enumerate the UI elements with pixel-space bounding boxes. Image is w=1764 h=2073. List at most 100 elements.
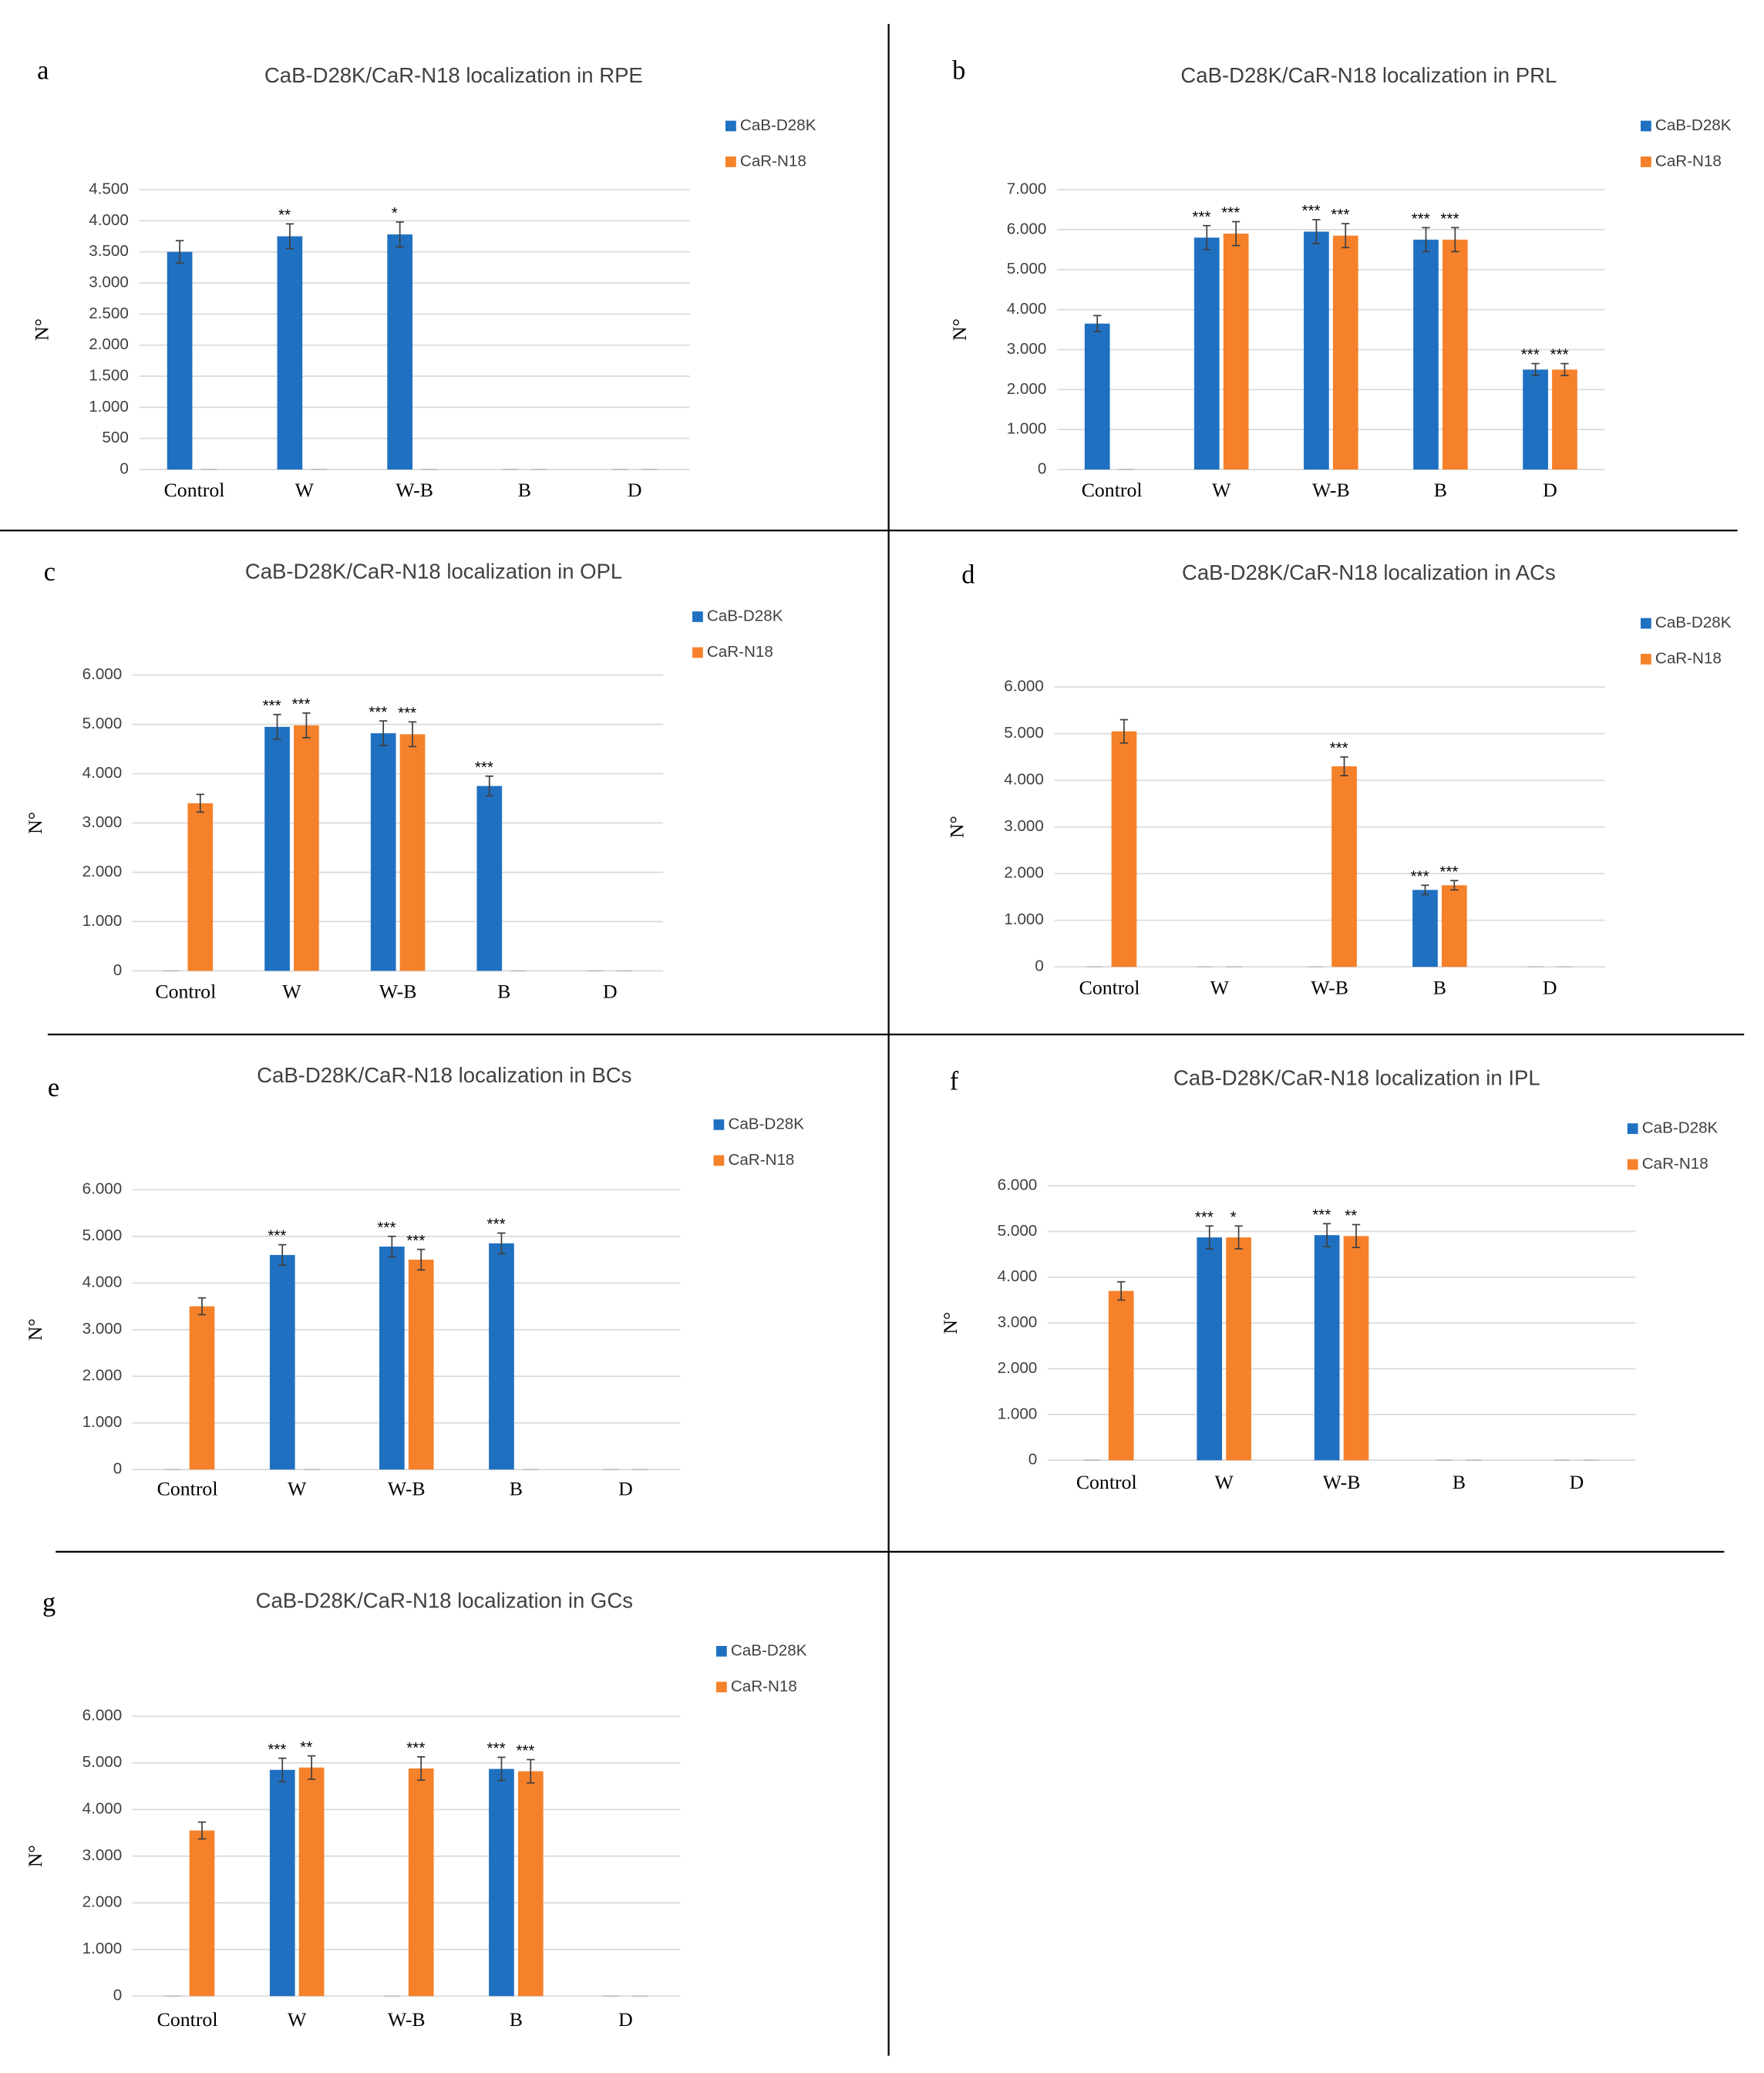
- y-tick-label: 4.000: [82, 764, 123, 782]
- y-tick-label: 5.000: [82, 715, 123, 732]
- significance: ***: [1330, 739, 1348, 757]
- significance: ***: [1221, 204, 1240, 222]
- x-tick-label: W-B: [379, 981, 417, 1003]
- y-tick-label: 0: [113, 961, 122, 979]
- y-tick-label: 2.000: [82, 1893, 123, 1911]
- y-tick-label: 5.000: [998, 1222, 1038, 1240]
- legend-label: CaB-D28K: [707, 607, 783, 624]
- x-tick-label: W: [1210, 976, 1230, 998]
- x-tick-label: W: [288, 2008, 307, 2031]
- x-tick-label: D: [1543, 479, 1557, 501]
- chart-title: CaB-D28K/CaR-N18 localization in ACs: [1182, 560, 1556, 584]
- bar: [1332, 235, 1358, 470]
- x-tick-label: Control: [1079, 976, 1140, 998]
- legend-label: CaR-N18: [707, 643, 773, 661]
- bar: [269, 1769, 295, 1997]
- significance: ***: [1301, 202, 1320, 220]
- bar: [1084, 323, 1110, 470]
- legend-label: CaB-D28K: [1655, 116, 1732, 134]
- bar: [1343, 1236, 1369, 1461]
- x-tick-label: Control: [164, 479, 225, 501]
- x-tick-label: D: [628, 479, 642, 501]
- x-tick-label: B: [510, 2008, 523, 2031]
- chart-title: CaB-D28K/CaR-N18 localization in PRL: [1180, 63, 1557, 87]
- legend-label: CaB-D28K: [1655, 614, 1732, 631]
- legend-swatch: [1641, 618, 1651, 629]
- y-axis-label: N°: [24, 1318, 46, 1341]
- y-tick-label: 0: [120, 459, 128, 477]
- y-tick-label: 7.000: [1007, 180, 1047, 197]
- bar: [370, 733, 396, 971]
- x-tick-label: D: [618, 1478, 633, 1500]
- bar: [187, 803, 214, 971]
- panel-letter: e: [48, 1073, 59, 1102]
- y-tick-label: 3.000: [82, 1320, 123, 1338]
- significance: ***: [487, 1740, 506, 1758]
- x-tick-label: Control: [157, 2008, 218, 2031]
- y-tick-label: 6.000: [82, 1180, 123, 1198]
- y-tick-label: 4.000: [998, 1267, 1038, 1285]
- y-tick-label: 1.000: [82, 1940, 123, 1957]
- x-tick-label: Control: [155, 981, 216, 1003]
- y-tick-label: 5.000: [1004, 724, 1044, 742]
- significance: ***: [1521, 346, 1540, 364]
- legend-swatch: [713, 1119, 725, 1130]
- y-tick-label: 4.000: [1004, 771, 1044, 789]
- legend-label: CaB-D28K: [728, 1115, 804, 1132]
- y-axis-label: N°: [948, 318, 971, 341]
- x-tick-label: Control: [1076, 1471, 1137, 1493]
- legend-label: CaR-N18: [740, 152, 806, 170]
- y-axis-label: N°: [24, 1845, 46, 1867]
- bar: [408, 1768, 434, 1997]
- y-tick-label: 6.000: [1007, 220, 1047, 237]
- x-tick-label: W: [288, 1478, 307, 1500]
- x-tick-label: D: [603, 981, 618, 1003]
- legend-label: CaB-D28K: [731, 1641, 807, 1659]
- x-tick-label: Control: [157, 1478, 218, 1500]
- bar: [1223, 234, 1249, 470]
- significance: ***: [1550, 346, 1569, 364]
- y-tick-label: 0: [113, 1987, 122, 2004]
- y-tick-label: 1.000: [82, 1413, 123, 1431]
- y-tick-label: 500: [102, 429, 128, 446]
- significance: ***: [291, 695, 310, 713]
- significance: ***: [1331, 206, 1349, 224]
- bar: [1441, 885, 1467, 968]
- legend-label: CaB-D28K: [1642, 1119, 1719, 1137]
- significance: ***: [1312, 1206, 1331, 1223]
- y-tick-label: 4.000: [1007, 300, 1047, 318]
- x-tick-label: W: [282, 981, 301, 1003]
- chart-title: CaB-D28K/CaR-N18 localization in GCs: [256, 1589, 633, 1613]
- significance: ***: [1440, 210, 1459, 227]
- significance: *: [1230, 1208, 1237, 1226]
- y-tick-label: 2.000: [1007, 380, 1047, 398]
- bar: [1523, 369, 1548, 470]
- chart-title: CaB-D28K/CaR-N18 localization in IPL: [1173, 1066, 1540, 1090]
- bar: [1314, 1235, 1340, 1461]
- x-tick-label: B: [1434, 479, 1447, 501]
- x-tick-label: W-B: [1311, 976, 1348, 998]
- significance: ***: [406, 1232, 425, 1250]
- y-tick-label: 3.000: [1007, 340, 1047, 358]
- y-tick-label: 5.000: [1007, 260, 1047, 278]
- bar: [379, 1247, 405, 1470]
- y-tick-label: 4.500: [89, 180, 129, 197]
- bar: [1197, 1237, 1223, 1461]
- chart-title: CaB-D28K/CaR-N18 localization in BCs: [257, 1063, 631, 1087]
- y-tick-label: 3.000: [82, 1846, 123, 1864]
- significance: **: [278, 207, 291, 224]
- x-tick-label: W-B: [388, 2008, 426, 2031]
- significance: ***: [268, 1227, 286, 1245]
- legend-swatch: [1627, 1159, 1638, 1170]
- bar: [1111, 731, 1137, 968]
- y-axis-label: N°: [939, 1312, 961, 1334]
- y-axis-label: N°: [24, 812, 46, 834]
- y-tick-label: 2.000: [89, 335, 129, 353]
- significance: ***: [475, 759, 493, 776]
- significance: ***: [1439, 863, 1458, 880]
- bar: [1412, 890, 1438, 968]
- x-tick-label: B: [1453, 1471, 1466, 1493]
- y-tick-label: 2.000: [1004, 864, 1044, 882]
- y-tick-label: 2.000: [82, 863, 123, 880]
- significance: ***: [268, 1741, 286, 1758]
